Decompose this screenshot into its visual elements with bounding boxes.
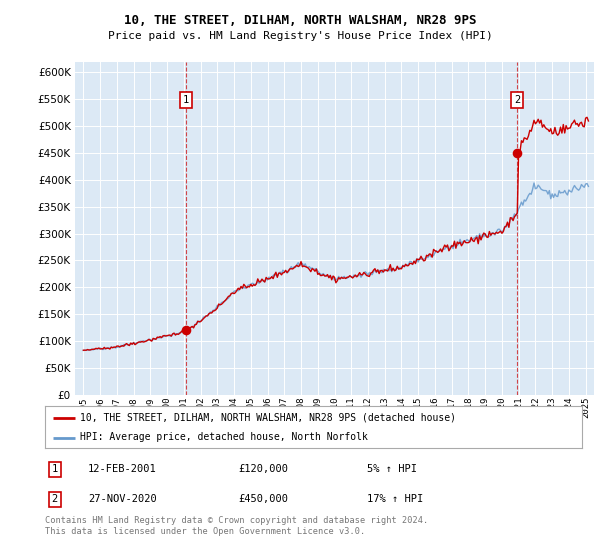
Text: 10, THE STREET, DILHAM, NORTH WALSHAM, NR28 9PS (detached house): 10, THE STREET, DILHAM, NORTH WALSHAM, N…: [80, 413, 456, 423]
Point: [512, 148, 522, 157]
Text: 5% ↑ HPI: 5% ↑ HPI: [367, 464, 417, 474]
Text: £120,000: £120,000: [238, 464, 289, 474]
Text: 10, THE STREET, DILHAM, NORTH WALSHAM, NR28 9PS: 10, THE STREET, DILHAM, NORTH WALSHAM, N…: [124, 14, 476, 27]
Text: 1: 1: [52, 464, 58, 474]
Text: 17% ↑ HPI: 17% ↑ HPI: [367, 494, 424, 505]
Text: 2: 2: [514, 95, 520, 105]
Text: 2: 2: [52, 494, 58, 505]
Text: Price paid vs. HM Land Registry's House Price Index (HPI): Price paid vs. HM Land Registry's House …: [107, 31, 493, 41]
Text: £450,000: £450,000: [238, 494, 289, 505]
Text: Contains HM Land Registry data © Crown copyright and database right 2024.
This d: Contains HM Land Registry data © Crown c…: [45, 516, 428, 536]
Text: 1: 1: [183, 95, 189, 105]
Text: 27-NOV-2020: 27-NOV-2020: [88, 494, 157, 505]
Text: 12-FEB-2001: 12-FEB-2001: [88, 464, 157, 474]
Text: HPI: Average price, detached house, North Norfolk: HPI: Average price, detached house, Nort…: [80, 432, 368, 442]
Point: [181, 326, 191, 335]
